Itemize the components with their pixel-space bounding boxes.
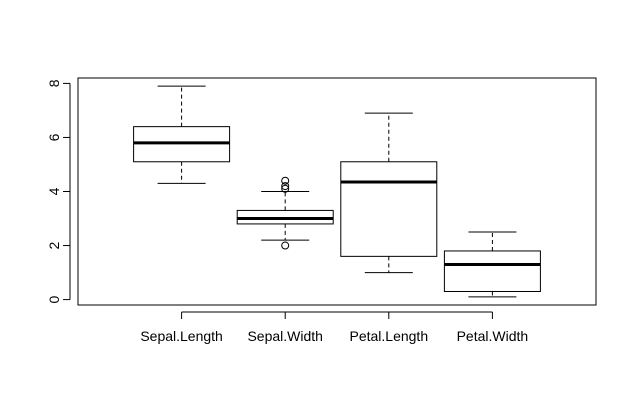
outlier-point bbox=[281, 241, 290, 250]
boxes bbox=[133, 85, 541, 298]
x-tick-label: Petal.Length bbox=[349, 328, 428, 344]
x-tick-label: Sepal.Width bbox=[247, 328, 322, 344]
x-axis: Sepal.Length Sepal.Width Petal.Length Petal… bbox=[140, 311, 529, 344]
outlier-point bbox=[281, 184, 290, 193]
box-sepal-width bbox=[236, 176, 334, 250]
x-tick-label: Petal.Width bbox=[457, 328, 529, 344]
y-tick-label: 0 bbox=[46, 295, 62, 303]
y-tick-label: 6 bbox=[46, 133, 62, 141]
y-tick-label: 2 bbox=[46, 241, 62, 249]
y-axis: 0 2 4 6 8 bbox=[46, 79, 71, 303]
y-tick-label: 8 bbox=[46, 79, 62, 87]
iqr-box bbox=[443, 250, 541, 292]
y-tick-label: 4 bbox=[46, 187, 62, 195]
box-petal-width bbox=[443, 231, 541, 298]
plot-frame bbox=[77, 77, 597, 306]
outlier-point bbox=[281, 176, 290, 185]
box-petal-length bbox=[340, 112, 438, 274]
outlier-point bbox=[281, 182, 290, 191]
iqr-box bbox=[340, 161, 438, 257]
x-tick-label: Sepal.Length bbox=[140, 328, 223, 344]
box-sepal-length bbox=[133, 85, 231, 184]
